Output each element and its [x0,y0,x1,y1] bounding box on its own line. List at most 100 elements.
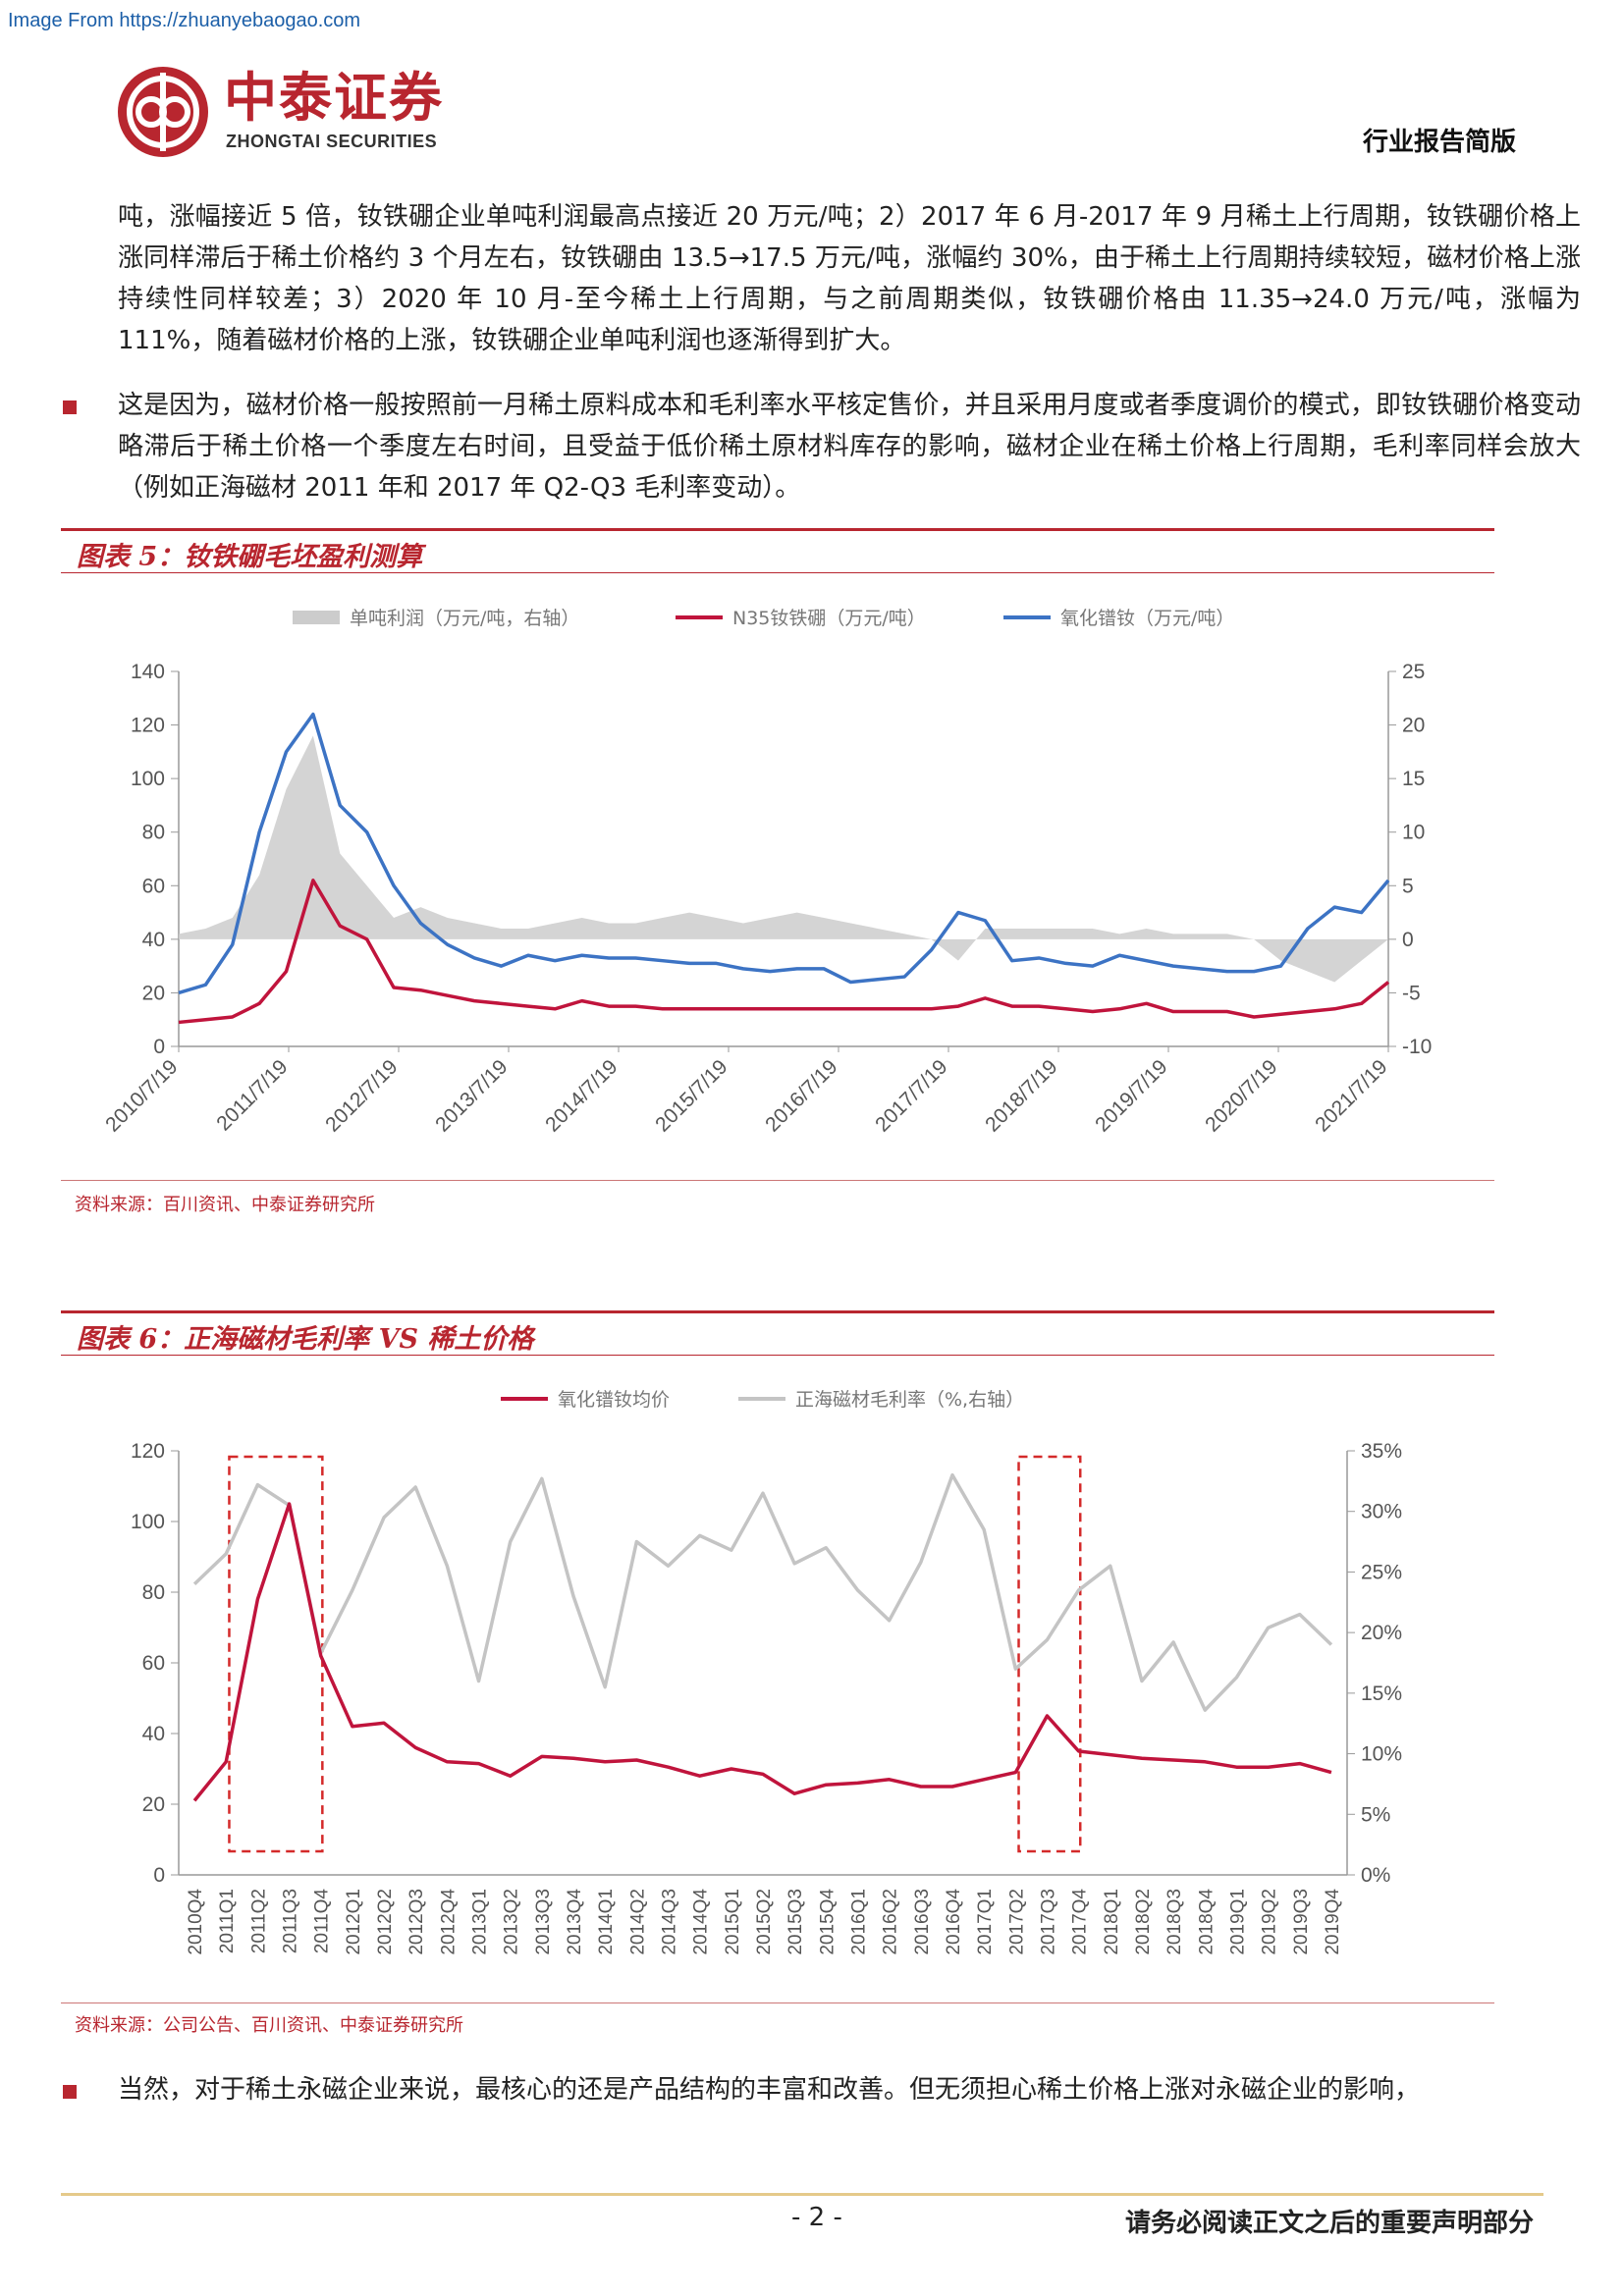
paragraph-1-text: 吨，涨幅接近 5 倍，钕铁硼企业单吨利润最高点接近 20 万元/吨；2）2017… [118,202,1581,355]
x-tick-label: 2016/7/19 [761,1055,841,1136]
y-tick-label-left: 20 [142,1793,165,1816]
y-tick-label-right: 5 [1402,875,1414,897]
x-tick-label: 2013Q3 [533,1889,554,1955]
company-logo: 中泰证券 ZHONGTAI SECURITIES [118,67,511,161]
y-tick-label-left: 100 [131,1511,165,1533]
x-tick-label: 2011Q3 [281,1889,301,1953]
x-tick-label: 2017/7/19 [871,1055,951,1136]
legend-label: 氧化镨钕（万元/吨） [1060,608,1234,629]
y-tick-label-right: 0 [1402,929,1414,951]
x-tick-label: 2012Q3 [406,1889,427,1955]
footer-divider [61,2193,1543,2196]
x-tick-label: 2011Q2 [248,1889,269,1953]
y-tick-label-right: 20% [1361,1622,1402,1644]
bullet-marker [63,400,77,414]
x-tick-label: 2012Q2 [375,1889,396,1955]
paragraph-2: 这是因为，磁材价格一般按照前一月稀土原料成本和毛利率水平核定售价，并且采用月度或… [118,385,1581,508]
y-tick-label-left: 60 [142,875,165,897]
legend-label: 氧化镨钕均价 [558,1389,670,1411]
y-tick-label-right: 35% [1361,1440,1402,1463]
figure5-title: 图表 5：钕铁硼毛坯盈利测算 [77,542,423,572]
x-tick-label: 2020/7/19 [1201,1055,1281,1136]
figure6-source: 资料来源：公司公告、百川资讯、中泰证券研究所 [75,2015,463,2036]
y-tick-label-left: 40 [142,1723,165,1745]
footer-disclaimer: 请务必阅读正文之后的重要声明部分 [1124,2209,1534,2238]
x-tick-label: 2018Q4 [1196,1889,1217,1955]
y-tick-label-right: 25 [1402,661,1425,683]
watermark[interactable]: Image From https://zhuanyebaogao.com [8,10,361,31]
x-tick-label: 2013Q1 [470,1889,491,1955]
legend-label: N35钕铁硼（万元/吨） [732,608,926,629]
bullet-marker [63,2085,77,2099]
x-tick-label: 2016Q4 [944,1889,964,1955]
y-tick-label-left: 100 [131,768,165,790]
x-tick-label: 2021/7/19 [1311,1055,1391,1136]
x-tick-label: 2010Q4 [186,1889,206,1955]
x-tick-label: 2019Q2 [1260,1889,1280,1955]
x-tick-label: 2017Q4 [1070,1889,1091,1955]
figure5-source-divider [61,1180,1494,1181]
page-number: - 2 - [791,2203,842,2232]
series-prnd-line [178,712,1390,995]
y-tick-label-left: 0 [153,1864,165,1887]
x-tick-label: 2011/7/19 [212,1055,292,1135]
y-tick-label-left: 140 [131,661,165,683]
y-tick-label-right: 25% [1361,1561,1402,1583]
series-margin-line [192,1472,1333,1712]
x-tick-label: 2018Q3 [1164,1889,1185,1955]
x-tick-label: 2013/7/19 [431,1055,512,1136]
x-tick-label: 2015Q4 [817,1889,838,1955]
y-tick-label-right: -5 [1402,982,1421,1004]
y-tick-label-left: 120 [131,715,165,737]
paragraph-2-text: 这是因为，磁材价格一般按照前一月稀土原料成本和毛利率水平核定售价，并且采用月度或… [118,391,1581,503]
x-tick-label: 2015Q1 [723,1889,743,1955]
x-tick-label: 2013Q2 [502,1889,522,1955]
paragraph-1: 吨，涨幅接近 5 倍，钕铁硼企业单吨利润最高点接近 20 万元/吨；2）2017… [118,196,1581,361]
figure6-title: 图表 6：正海磁材毛利率 VS 稀土价格 [77,1324,534,1355]
x-tick-label: 2018/7/19 [981,1055,1061,1136]
legend-label: 正海磁材毛利率（%,右轴） [795,1389,1024,1411]
figure6-svg: 氧化镨钕均价 正海磁材毛利率（%,右轴） 0 20 40 60 80 100 120 0% 5% 10… [131,1389,1402,1955]
paragraph-3-text: 当然，对于稀土永磁企业来说，最核心的还是产品结构的丰富和改善。但无须担心稀土价格… [118,2075,1421,2105]
y-tick-label-right: 10% [1361,1743,1402,1766]
logo-chinese-name: 中泰证券 [224,67,444,129]
x-tick-label: 2014Q2 [627,1889,648,1955]
figure6-chart: 氧化镨钕均价 正海磁材毛利率（%,右轴） 0 20 40 60 80 100 120 0% 5% 10… [61,1370,1494,1979]
x-tick-label: 2016Q2 [881,1889,901,1955]
x-tick-label: 2014/7/19 [541,1055,622,1136]
y-tick-label-left: 20 [142,982,165,1004]
y-tick-label-right: 30% [1361,1501,1402,1523]
series-prnd-line [192,1502,1332,1802]
x-tick-label: 2017Q1 [975,1889,996,1955]
x-tick-label: 2012Q1 [344,1889,364,1955]
figure5-source: 资料来源：百川资讯、中泰证券研究所 [75,1195,375,1215]
x-tick-label: 2015/7/19 [651,1055,731,1136]
y-tick-label-right: -10 [1402,1036,1432,1058]
figure5-svg: 单吨利润（万元/吨，右轴） N35钕铁硼（万元/吨） 氧化镨钕（万元/吨） 0 20 40… [101,608,1432,1137]
figure5-chart: 单吨利润（万元/吨，右轴） N35钕铁硼（万元/吨） 氧化镨钕（万元/吨） 0 20 40… [61,589,1494,1178]
x-tick-label: 2010/7/19 [101,1055,182,1136]
figure6-source-divider [61,2002,1494,2003]
x-tick-label: 2016Q3 [912,1889,933,1955]
y-tick-label-right: 10 [1402,822,1425,844]
y-tick-label-left: 120 [131,1440,165,1463]
x-tick-label: 2015Q2 [754,1889,775,1955]
legend-swatch-profit [293,611,340,624]
highlight-box [1017,1455,1082,1853]
logo-mark [118,67,208,157]
x-tick-label: 2011Q1 [217,1889,238,1953]
x-tick-label: 2018Q2 [1133,1889,1154,1955]
highlight-box [228,1455,324,1853]
y-tick-label-right: 0% [1361,1864,1390,1887]
x-tick-label: 2019/7/19 [1091,1055,1171,1136]
x-tick-label: 2012Q4 [438,1889,459,1955]
figure5-title-bar: 图表 5：钕铁硼毛坯盈利测算 [61,528,1494,573]
x-tick-label: 2014Q3 [660,1889,680,1955]
y-tick-label-left: 40 [142,929,165,951]
y-tick-label-left: 80 [142,822,165,844]
y-tick-label-left: 80 [142,1581,165,1604]
y-tick-label-right: 5% [1361,1803,1390,1826]
x-tick-label: 2015Q3 [785,1889,806,1955]
x-tick-label: 2019Q3 [1291,1889,1312,1955]
y-tick-label-right: 15 [1402,768,1425,790]
